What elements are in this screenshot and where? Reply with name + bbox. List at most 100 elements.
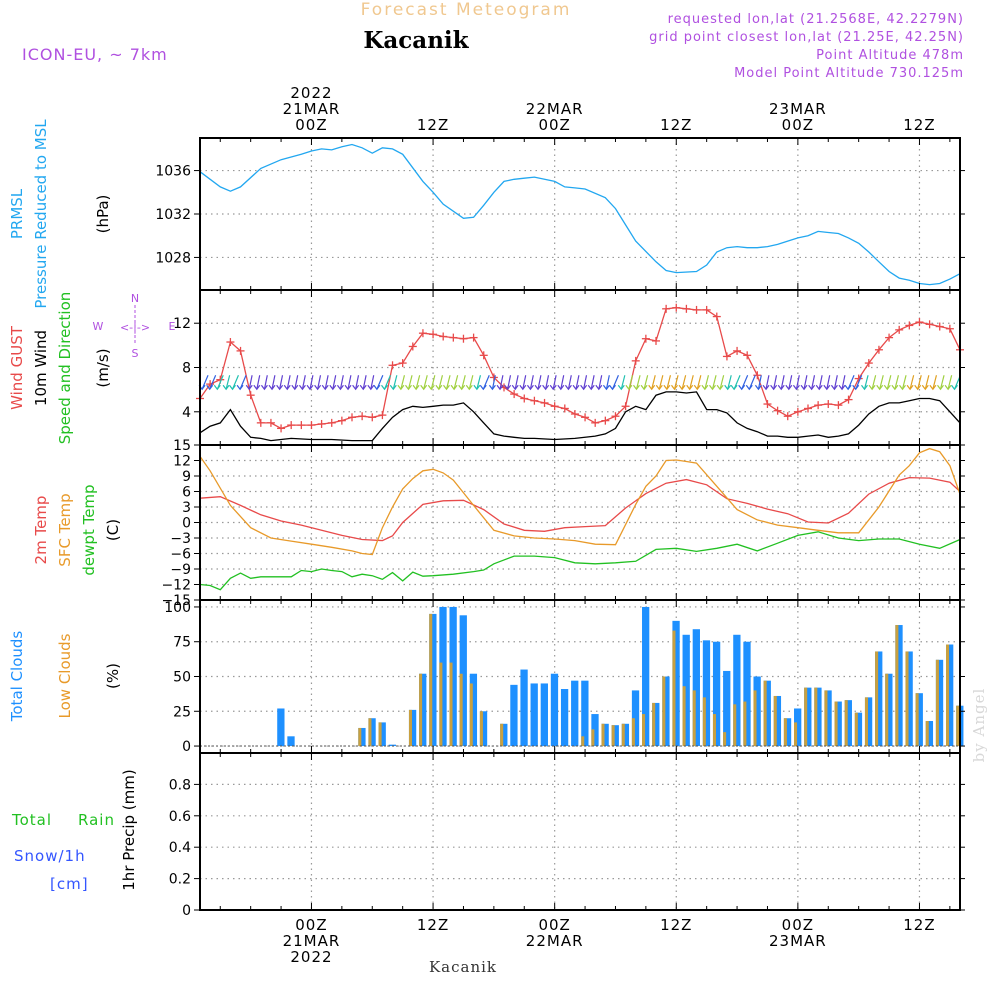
sfc-temp-line — [199, 447, 961, 556]
top-time-label: 21MAR — [283, 100, 341, 118]
total-cloud-bar — [783, 718, 792, 747]
wind-direction-arrow — [231, 375, 239, 390]
gust-marker — [925, 320, 934, 329]
y-tick-label-wind: 4 — [182, 405, 191, 421]
wind-arrow-head — [276, 384, 284, 391]
gust-marker — [439, 332, 448, 341]
point-altitude: Point Altitude 478m — [816, 48, 964, 63]
wind-arrow-head — [397, 384, 405, 391]
total-cloud-bar — [368, 718, 376, 747]
total-cloud-bar — [642, 606, 650, 747]
wind-arrow-head — [921, 384, 929, 391]
y-tick-label-clouds: 25 — [173, 704, 191, 720]
low-cloud-bar — [925, 721, 929, 747]
wind-direction-arrow — [286, 375, 291, 390]
wind-direction-arrow — [611, 375, 619, 390]
total-cloud-bar — [459, 615, 467, 747]
wind-arrow-head — [678, 384, 686, 391]
y-tick-label-temperature: 6 — [182, 485, 191, 501]
wind-direction-arrow — [263, 375, 268, 390]
low-cloud-bar — [723, 732, 727, 747]
low-cloud-bar — [956, 705, 960, 747]
total-cloud-bar — [753, 676, 761, 747]
gust-marker — [591, 418, 600, 427]
wind-arrow-head — [587, 384, 595, 391]
total-cloud-bar — [864, 697, 873, 747]
wind-direction-arrow — [811, 375, 816, 390]
wind-arrow-head — [709, 384, 716, 391]
low-cloud-bar — [358, 727, 362, 747]
total-cloud-bar — [662, 676, 670, 747]
model-point-altitude: Model Point Altitude 730.125m — [734, 66, 964, 81]
wind-arrow-head — [891, 384, 899, 391]
wind-arrow-head — [617, 384, 625, 391]
gust-marker — [844, 395, 853, 404]
gust-marker — [773, 406, 782, 415]
wind-direction-arrow — [658, 375, 664, 390]
wind-direction-arrow — [947, 375, 953, 390]
wind-direction-arrow — [704, 375, 710, 390]
gust-marker — [783, 412, 792, 421]
wind-arrow-head — [435, 384, 443, 391]
wind-direction-arrow — [917, 375, 922, 390]
total-cloud-bar — [743, 641, 751, 747]
gust-marker — [348, 413, 356, 422]
gust-marker — [418, 329, 427, 338]
wind-arrow-head — [701, 384, 709, 391]
precip-axis-label: 1hr Precip (mm) — [120, 769, 138, 890]
total-cloud-bar — [287, 736, 295, 747]
wind-arrow-head — [800, 384, 808, 391]
total-cloud-bar — [763, 680, 771, 747]
wind-direction-arrow — [826, 375, 831, 390]
wind-direction-arrow — [201, 375, 209, 390]
low-cloud-bar — [753, 690, 757, 747]
wind-arrow-head — [572, 384, 580, 391]
wind-speed-direction-label: Speed and Direction — [56, 292, 74, 445]
gust-marker — [945, 324, 954, 333]
y-tick-label-temperature: 3 — [182, 500, 191, 516]
total-cloud-bar — [439, 606, 447, 747]
low-cloud-bar — [895, 625, 899, 747]
total-cloud-bar — [905, 651, 913, 747]
wind-10m-label: 10m Wind — [32, 330, 50, 406]
total-cloud-bar — [621, 723, 630, 747]
wind-direction-arrow — [773, 375, 778, 390]
gust-marker — [885, 333, 894, 342]
y-tick-label-temperature: −3 — [170, 531, 191, 547]
wind-arrow-head — [206, 384, 214, 391]
wind-direction-arrow — [507, 375, 512, 390]
bottom-time-label: 00Z — [295, 916, 327, 934]
total-cloud-bar — [773, 695, 782, 747]
wind-arrow-head — [443, 384, 450, 391]
wind-direction-arrow — [932, 375, 938, 390]
gust-marker — [652, 336, 660, 345]
wind-arrow-head — [609, 384, 616, 391]
total-cloud-bar — [550, 673, 559, 747]
wind-direction-arrow — [400, 375, 406, 390]
wind-direction-arrow — [628, 375, 634, 390]
gust-marker — [895, 325, 904, 334]
y-tick-label-temperature: 9 — [182, 469, 191, 485]
total-cloud-bar — [915, 693, 923, 747]
top-time-label: 12Z — [660, 116, 692, 134]
wind-arrow-head — [420, 384, 428, 391]
total-cloud-bar — [652, 702, 660, 747]
wind-direction-arrow — [635, 375, 641, 390]
wind-direction-arrow — [886, 375, 892, 390]
wind-direction-arrow — [939, 375, 945, 390]
wind-direction-arrow — [499, 375, 504, 390]
total-cloud-bar — [540, 683, 548, 747]
wind-direction-arrow — [294, 375, 299, 390]
wind-arrow-head — [298, 384, 306, 391]
temp-2m-label: 2m Temp — [32, 496, 50, 565]
wind-direction-arrow — [741, 375, 749, 390]
wind-arrow-head — [937, 384, 944, 391]
top-time-label: 00Z — [782, 116, 814, 134]
wind-arrow-head — [648, 384, 656, 391]
wind-arrow-head — [381, 384, 388, 391]
y-tick-label-clouds: 0 — [182, 739, 191, 755]
panel-frame-precipitation — [199, 752, 961, 911]
wind-arrow-head — [542, 384, 550, 391]
wind-direction-arrow — [894, 375, 900, 390]
wind-direction-arrow — [362, 375, 367, 390]
